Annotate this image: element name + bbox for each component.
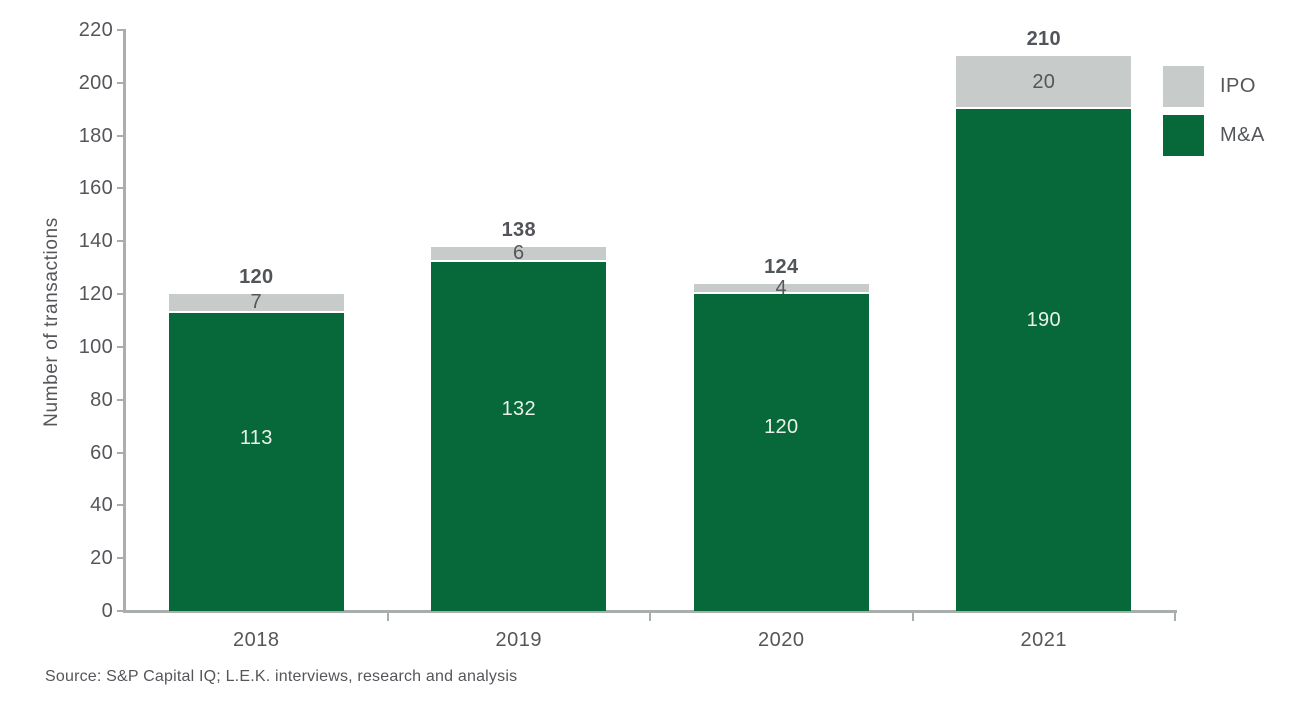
- y-axis-tick: [117, 29, 125, 31]
- y-tick-label: 20: [90, 547, 113, 570]
- y-axis-tick: [117, 610, 125, 612]
- y-axis-tick: [117, 81, 125, 84]
- x-axis-tick: [1174, 612, 1176, 621]
- x-axis-tick: [649, 612, 651, 621]
- y-tick-label: 120: [78, 283, 113, 306]
- y-axis-tick: [117, 504, 125, 507]
- source-note: Source: S&P Capital IQ; L.E.K. interview…: [45, 668, 518, 685]
- ipo-value-label: 7: [250, 291, 262, 314]
- legend: IPO M&A: [1163, 66, 1265, 164]
- bar-segment-mna: [431, 262, 607, 611]
- mna-value-label: 113: [239, 426, 273, 449]
- y-tick-label: 140: [78, 230, 113, 253]
- bar-segment-mna: [956, 109, 1132, 611]
- x-axis-tick: [386, 612, 389, 621]
- total-value-label: 124: [764, 255, 799, 278]
- y-axis-tick: [117, 187, 125, 190]
- legend-item-mna: M&A: [1163, 115, 1265, 156]
- bar-segment-ipo: [168, 294, 344, 311]
- total-value-label: 120: [239, 266, 274, 289]
- mna-value-label: 132: [501, 397, 536, 420]
- x-tick-label: 2018: [233, 629, 280, 651]
- y-axis-tick: [117, 240, 125, 243]
- y-axis-tick: [117, 345, 125, 348]
- y-axis-tick: [117, 293, 125, 296]
- mna-value-label: 120: [764, 416, 799, 439]
- y-tick-label: 160: [78, 177, 113, 200]
- mna-value-label: 190: [1026, 308, 1061, 331]
- y-tick-label: 100: [78, 335, 113, 358]
- bar-segment-mna: [168, 312, 344, 611]
- bar-segment-mna: [693, 294, 869, 611]
- y-axis-tick: [117, 398, 125, 401]
- bar-segment-ipo: [956, 56, 1132, 108]
- x-tick-label: 2019: [495, 629, 542, 651]
- x-axis-tick: [911, 612, 914, 621]
- y-tick-label: 40: [90, 494, 113, 517]
- ipo-value-label: 6: [513, 242, 525, 265]
- y-axis-line: [123, 29, 126, 611]
- y-axis-tick: [117, 557, 125, 560]
- ipo-swatch-icon: [1163, 66, 1204, 107]
- y-tick-label: 200: [78, 71, 113, 94]
- bar-segment-ipo: [431, 246, 607, 261]
- x-tick-label: 2020: [758, 629, 805, 651]
- mna-swatch-icon: [1163, 115, 1204, 156]
- ipo-value-label: 4: [775, 276, 787, 299]
- x-axis-line: [123, 610, 1177, 613]
- x-tick-label: 2021: [1020, 629, 1067, 651]
- legend-item-ipo: IPO: [1163, 66, 1265, 107]
- y-tick-label: 80: [90, 388, 113, 411]
- y-tick-label: 60: [90, 441, 113, 464]
- y-axis-tick: [117, 451, 125, 454]
- y-tick-label: 220: [78, 19, 113, 41]
- y-tick-label: 180: [78, 124, 113, 147]
- legend-label-ipo: IPO: [1220, 75, 1256, 97]
- ipo-value-label: 20: [1032, 70, 1056, 93]
- y-axis-title: Number of transactions: [41, 217, 62, 427]
- total-value-label: 210: [1026, 28, 1061, 51]
- y-axis-tick: [117, 134, 125, 137]
- total-value-label: 138: [501, 218, 536, 241]
- bar-segment-ipo: [693, 283, 869, 293]
- y-tick-label: 0: [101, 600, 113, 622]
- legend-label-mna: M&A: [1220, 124, 1265, 146]
